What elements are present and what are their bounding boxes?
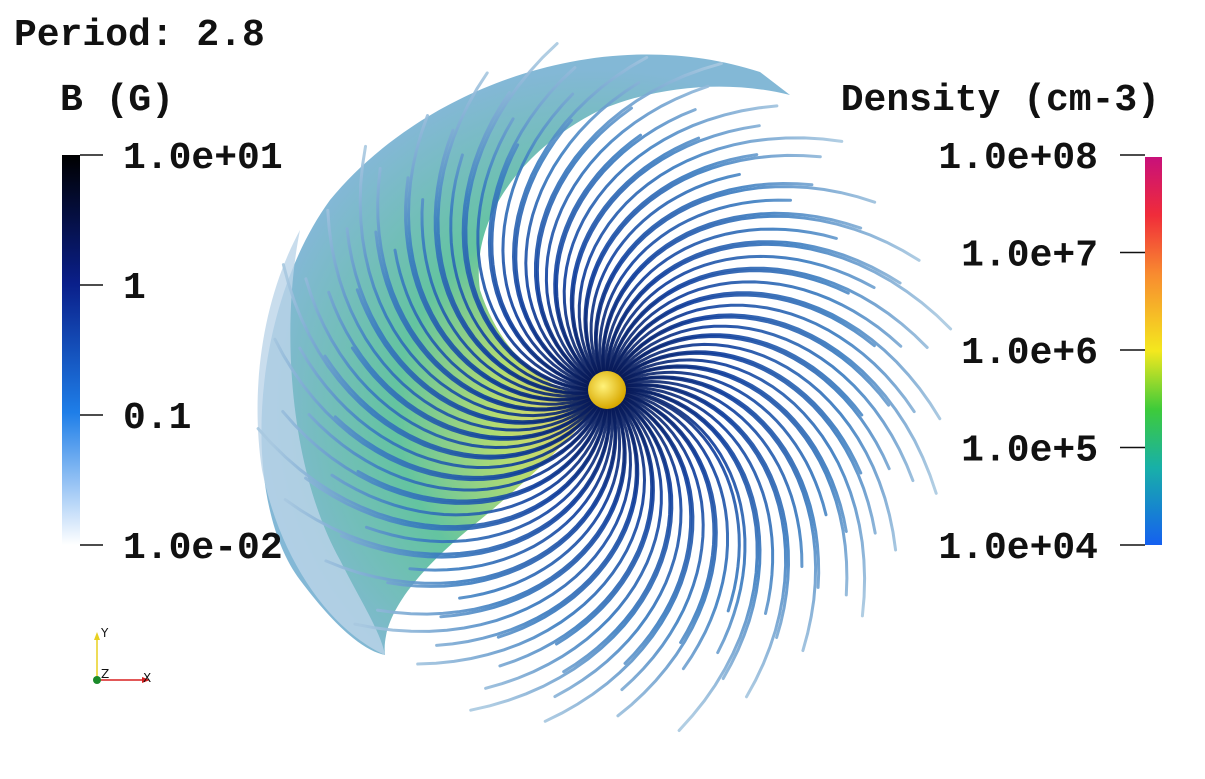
- field-line: [598, 198, 792, 380]
- field-line: [617, 391, 716, 644]
- field-line: [613, 342, 898, 552]
- field-line: [612, 335, 891, 471]
- field-line: [458, 399, 622, 600]
- field-line: [435, 398, 638, 647]
- tick-label: 1.0e+6: [961, 332, 1098, 375]
- field-line: [617, 389, 741, 613]
- density-shell: [257, 230, 385, 655]
- field-line: [323, 354, 603, 458]
- field-line: [484, 395, 663, 690]
- field-line: [594, 185, 877, 381]
- field-line: [608, 280, 903, 380]
- field-line: [617, 383, 788, 699]
- field-line: [606, 254, 876, 380]
- field-line: [358, 144, 599, 418]
- field-line: [327, 290, 601, 439]
- field-line: [617, 392, 705, 692]
- field-line: [616, 379, 804, 568]
- tick-label: 1.0e-02: [123, 527, 283, 570]
- field-line: [330, 400, 608, 517]
- field-line: [307, 400, 606, 492]
- field-line: [535, 106, 633, 386]
- star: [588, 371, 626, 409]
- tick-label: 1.0e+01: [123, 137, 283, 180]
- field-line: [356, 400, 607, 503]
- tick-label: 1: [123, 267, 146, 310]
- field-line: [345, 227, 600, 424]
- field-line: [333, 399, 605, 479]
- field-line: [562, 394, 672, 674]
- field-line: [553, 393, 683, 699]
- field-line: [524, 81, 641, 387]
- field-line: [616, 370, 828, 517]
- field-line: [610, 303, 916, 414]
- field-line: [353, 398, 633, 633]
- field-line: [436, 71, 597, 395]
- colorbar: [1145, 157, 1162, 545]
- tick-label: 0.1: [123, 397, 191, 440]
- field-line: [464, 42, 597, 392]
- field-line: [614, 358, 867, 618]
- field-line: [617, 388, 747, 655]
- field-line: [609, 293, 876, 381]
- field-line: [614, 351, 877, 535]
- field-line: [605, 242, 953, 380]
- field-line: [616, 393, 693, 665]
- field-line: [476, 117, 597, 391]
- field-lines: [256, 42, 953, 732]
- field-line: [324, 399, 617, 585]
- field-line: [406, 114, 598, 401]
- field-line: [611, 315, 891, 407]
- field-line: [607, 269, 850, 380]
- field-line: [376, 167, 599, 411]
- field-line: [449, 153, 597, 393]
- field-line: [490, 143, 597, 390]
- field-line: [298, 346, 604, 470]
- field-line: [571, 124, 761, 383]
- field-line: [501, 92, 597, 389]
- field-line: [420, 198, 597, 398]
- axis-label: Y: [100, 626, 109, 640]
- field-line: [611, 324, 915, 483]
- field-line: [589, 172, 741, 381]
- tick-label: 1.0e+7: [961, 235, 1098, 278]
- field-line: [498, 396, 654, 668]
- field-line: [364, 400, 610, 544]
- tick-label: 1.0e+08: [938, 137, 1098, 180]
- field-line: [603, 227, 838, 380]
- field-line: [408, 400, 614, 572]
- field-line: [283, 400, 611, 556]
- field-line: [393, 248, 598, 406]
- field-line: [256, 400, 609, 529]
- axis-label: X: [143, 671, 151, 685]
- colorbar-title: Density (cm-3): [841, 79, 1160, 122]
- field-line: [544, 84, 710, 385]
- field-line: [577, 136, 844, 382]
- field-line: [304, 277, 602, 450]
- colorbar-title: B (G): [60, 79, 174, 122]
- field-line: [376, 399, 626, 616]
- title: Period: 2.8: [14, 14, 265, 57]
- field-line: [617, 390, 729, 671]
- field-line: [615, 365, 849, 597]
- field-line: [514, 118, 598, 388]
- field-line: [416, 397, 647, 666]
- colorbar: [62, 155, 80, 545]
- field-line: [584, 153, 822, 382]
- field-line: [616, 376, 818, 653]
- axes-orientation: Y Z X: [93, 626, 151, 685]
- field-line: [617, 387, 759, 732]
- axis-label: Z: [101, 667, 109, 681]
- field-line: [554, 108, 697, 384]
- field-line: [617, 386, 775, 615]
- tick-label: 1.0e+5: [961, 430, 1098, 473]
- field-line: [326, 208, 600, 432]
- tick-label: 1.0e+04: [938, 527, 1098, 570]
- field-line: [601, 214, 921, 380]
- field-line: [562, 104, 779, 384]
